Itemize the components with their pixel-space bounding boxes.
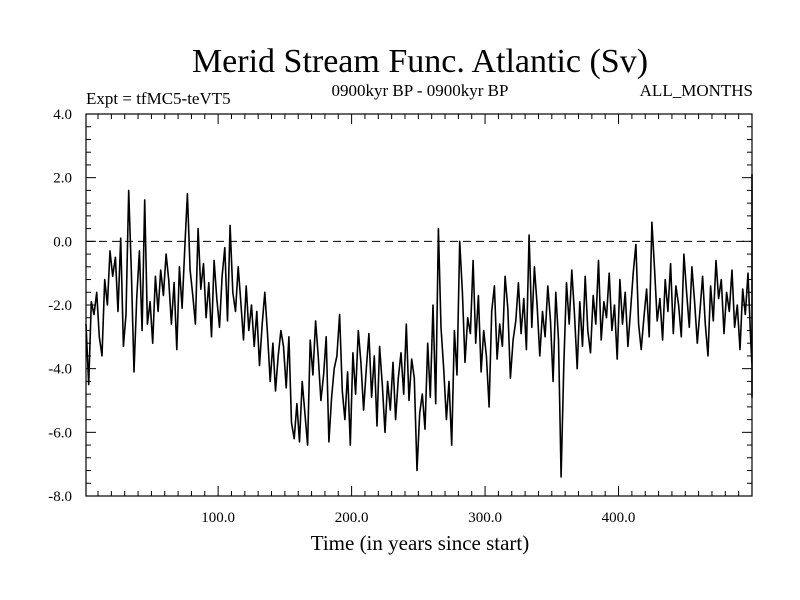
y-tick-label: 4.0: [53, 107, 72, 123]
x-tick-label: 200.0: [335, 510, 369, 526]
series-line: [85, 173, 753, 478]
experiment-label: Expt = tfMC5-teVT5: [86, 89, 231, 108]
chart-title: Merid Stream Func. Atlantic (Sv): [192, 43, 648, 80]
axis-tick-labels: 100.0 200.0 300.0 400.0 -8.0 -6.0 -4.0 -2.0 0.0 2…: [48, 107, 635, 526]
y-tick-label: -8.0: [48, 489, 72, 505]
months-label: ALL_MONTHS: [640, 81, 753, 100]
y-tick-label: -4.0: [48, 362, 72, 378]
x-axis-label: Time (in years since start): [311, 531, 530, 555]
period-label: 0900kyr BP - 0900kyr BP: [332, 81, 509, 100]
y-tick-label: 2.0: [53, 171, 72, 187]
y-tick-label: 0.0: [53, 234, 72, 250]
x-tick-label: 100.0: [201, 510, 235, 526]
x-tick-label: 400.0: [602, 510, 636, 526]
y-tick-label: -6.0: [48, 425, 72, 441]
x-tick-label: 300.0: [468, 510, 502, 526]
plot-frame: [85, 113, 753, 497]
y-tick-label: -2.0: [48, 298, 72, 314]
